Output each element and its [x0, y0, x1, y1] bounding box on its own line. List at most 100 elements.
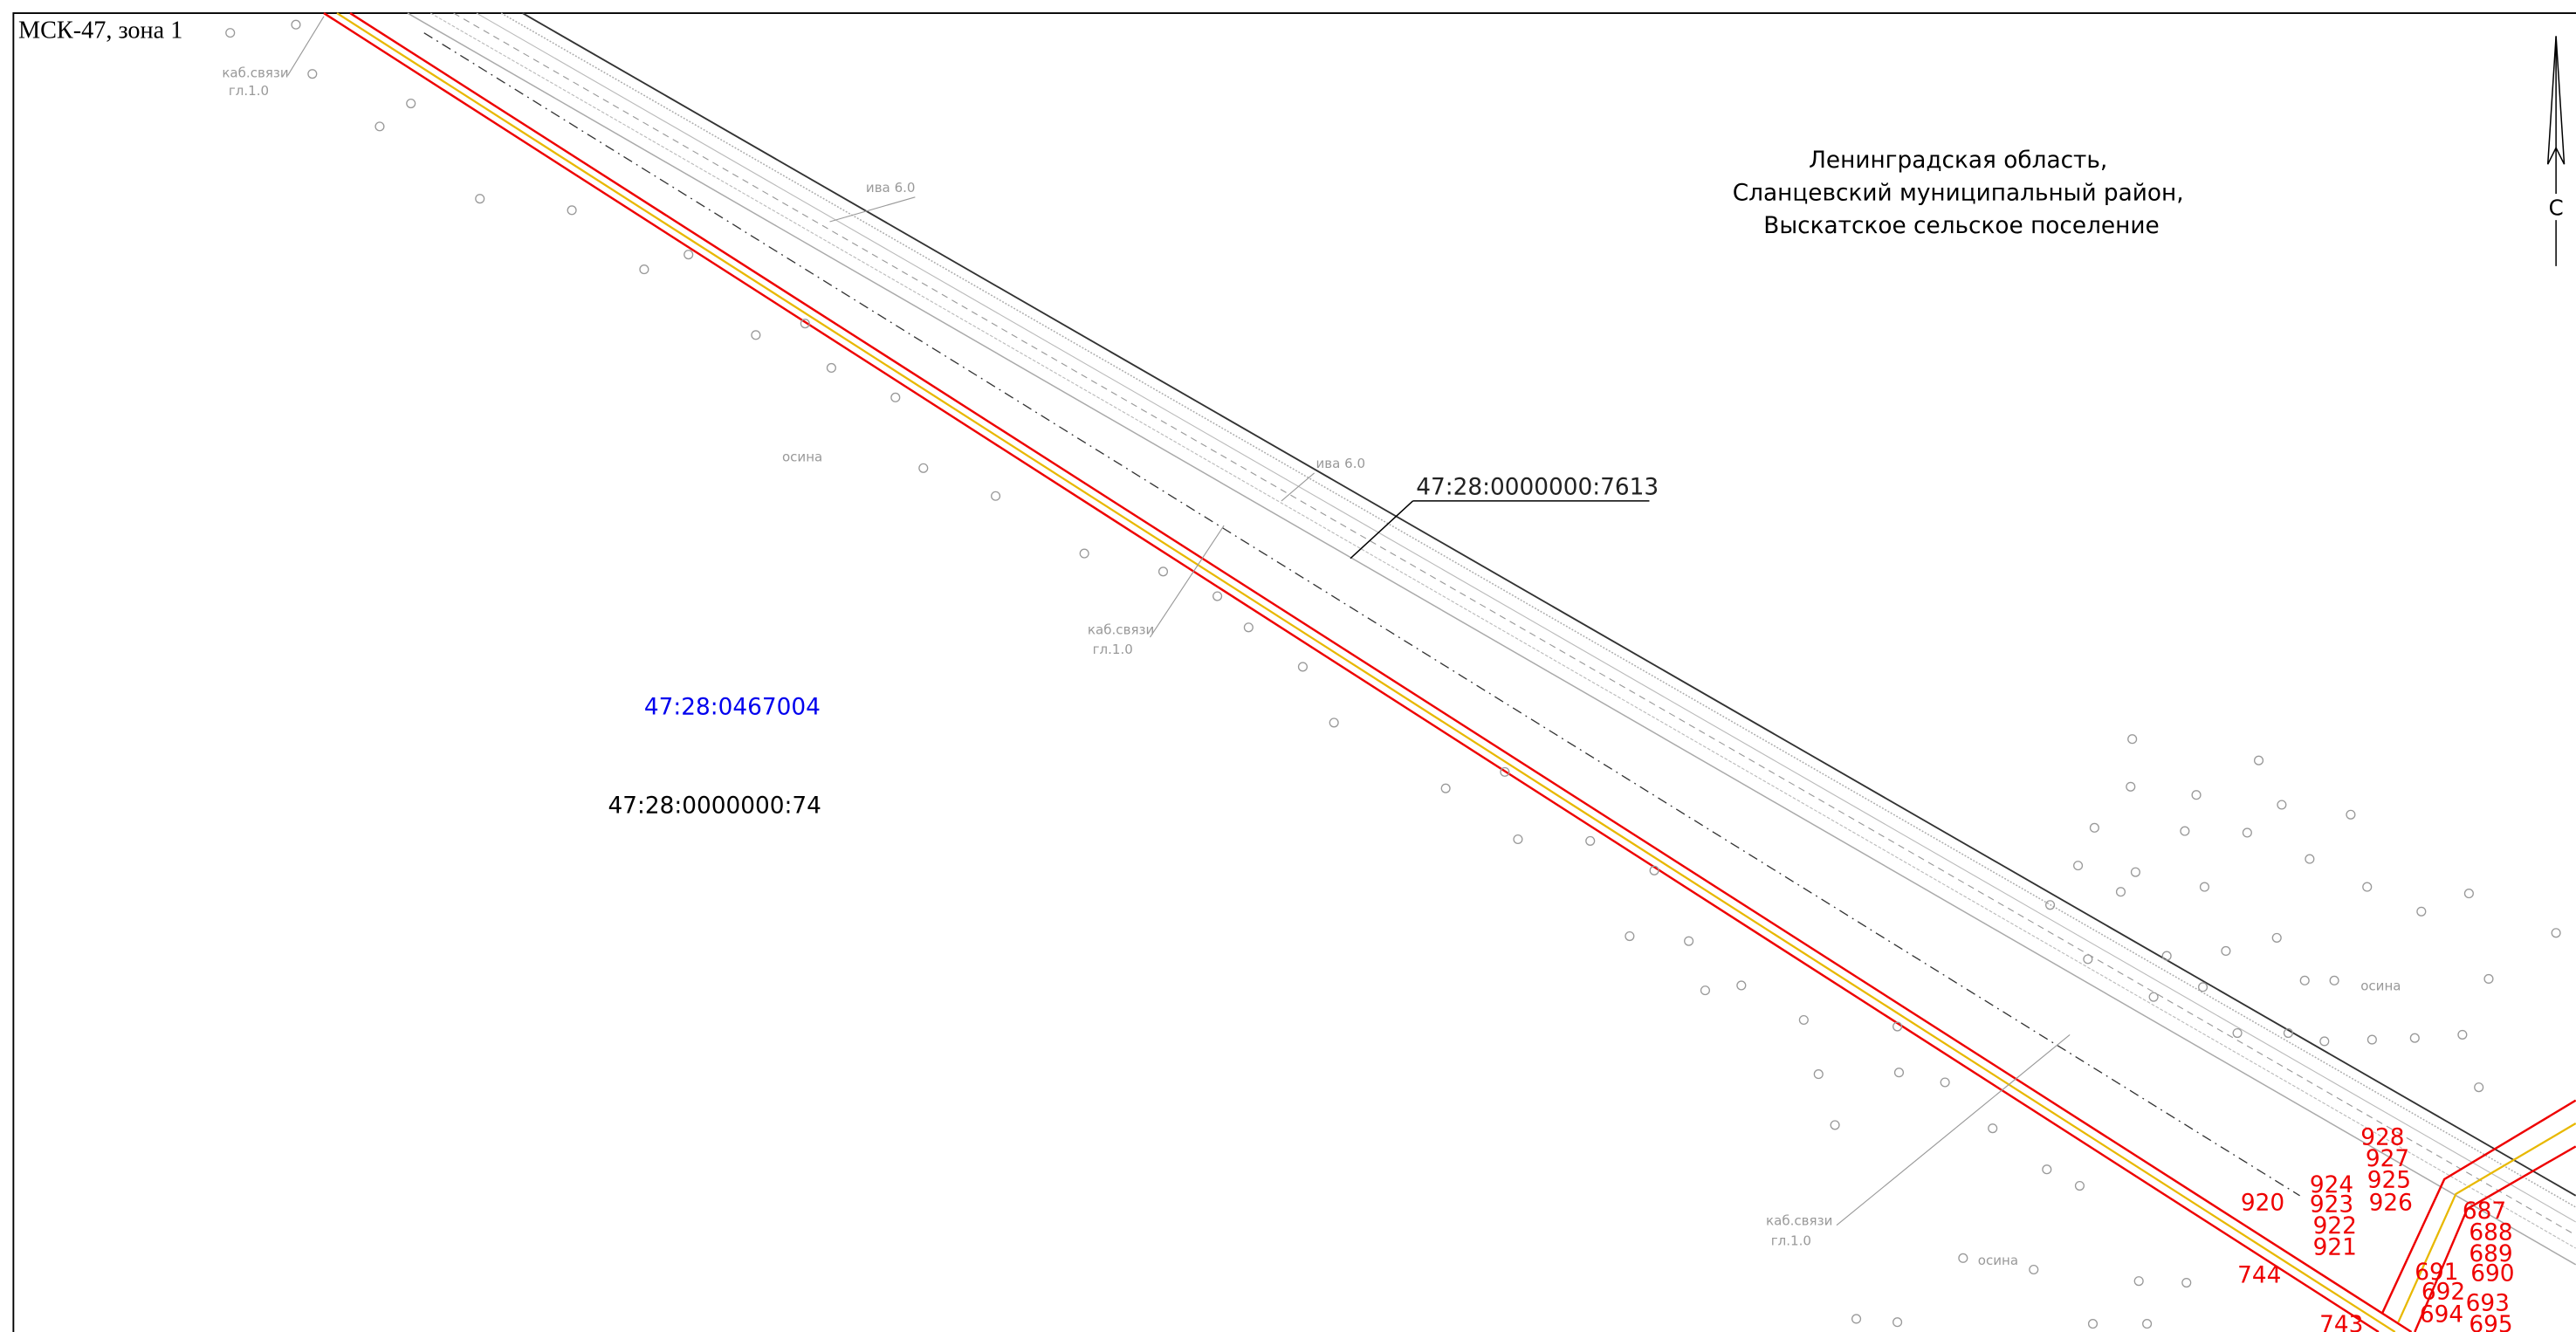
tree-symbol	[2181, 827, 2189, 835]
north-label: С	[2549, 195, 2564, 220]
tree-symbol	[2089, 1320, 2098, 1329]
region-line: Ленинградская область,	[1809, 148, 2107, 174]
tree-symbol	[1080, 549, 1089, 558]
tree-symbol	[308, 70, 317, 79]
point-label: 926	[2369, 1191, 2413, 1217]
scatter-symbols	[226, 20, 2560, 1328]
tree-symbol	[2162, 951, 2171, 960]
tree-symbol	[1893, 1318, 1902, 1327]
tree-symbol	[2182, 1279, 2191, 1287]
parcel-number: 47:28:0000000:7613	[1416, 474, 1659, 500]
tree-symbol	[407, 100, 416, 108]
tree-symbol	[1959, 1253, 1968, 1262]
tree-symbol	[2484, 975, 2493, 984]
tree-symbol	[1799, 1016, 1808, 1025]
tree-symbol	[2255, 756, 2263, 765]
tree-symbol	[2090, 823, 2099, 832]
tree-symbol	[2346, 810, 2355, 819]
tree-symbol	[2143, 1320, 2152, 1329]
tree-symbol	[476, 195, 484, 203]
tree-symbol	[2074, 862, 2083, 870]
tree-symbol	[2458, 1031, 2467, 1040]
tree-symbol	[2043, 1165, 2051, 1174]
tree-symbol	[1701, 986, 1710, 995]
annotation: ива 6.0	[1315, 456, 1365, 471]
leader	[830, 197, 916, 222]
annotation: каб.связи	[222, 65, 288, 80]
tree-symbol	[1685, 937, 1693, 945]
point-label: 694	[2420, 1302, 2463, 1329]
tree-symbol	[640, 265, 649, 274]
boundary	[324, 13, 2576, 1332]
leader	[1350, 501, 1413, 559]
annotation: каб.связи	[1766, 1213, 1832, 1229]
annotation: осина	[1978, 1253, 2018, 1268]
tree-symbol	[1852, 1315, 1861, 1323]
annotation: осина	[782, 450, 822, 465]
tree-symbol	[2475, 1083, 2483, 1092]
tree-symbol	[1895, 1068, 1904, 1077]
tree-symbol	[1441, 784, 1450, 793]
tree-symbol	[2300, 976, 2309, 985]
tree-symbol	[1244, 623, 1253, 632]
tree-symbol	[2233, 1029, 2242, 1038]
tree-symbol	[2417, 907, 2426, 916]
leader	[1837, 1034, 2070, 1225]
tree-symbol	[2201, 882, 2209, 891]
leader	[288, 17, 324, 76]
tree-symbol	[1625, 932, 1634, 941]
parcel-number: 47:28:0000000:74	[608, 793, 821, 819]
tree-symbol	[1514, 835, 1522, 844]
tree-symbol	[2076, 1182, 2085, 1191]
tree-symbol	[684, 251, 693, 259]
tree-symbol	[2464, 889, 2473, 898]
tree-symbol	[2367, 1035, 2376, 1044]
tree-symbol	[1831, 1121, 1839, 1129]
leader	[1281, 473, 1315, 501]
tree-symbol	[292, 20, 300, 29]
tree-symbol	[2126, 782, 2135, 791]
north-arrow: С	[2545, 36, 2567, 265]
region-line: Выскатское сельское поселение	[1763, 213, 2159, 239]
tree-symbol	[1737, 981, 1746, 990]
point-label: 695	[2469, 1312, 2512, 1332]
annotation: ива 6.0	[866, 180, 916, 196]
annotation: гл.1.0	[1093, 642, 1133, 657]
tree-symbol	[2410, 1033, 2419, 1042]
tree-symbol	[2222, 947, 2230, 956]
tree-symbol	[891, 393, 900, 402]
tree-symbol	[2128, 735, 2137, 744]
tree-symbol	[1213, 592, 1222, 601]
tree-symbol	[828, 364, 836, 373]
tree-symbol	[2330, 976, 2339, 985]
quarter-number: 47:28:0467004	[644, 695, 821, 721]
tree-symbol	[2149, 992, 2158, 1001]
tree-symbol	[2320, 1037, 2329, 1046]
tree-symbol	[1989, 1124, 1997, 1133]
tree-symbol	[2084, 955, 2092, 964]
tree-symbol	[375, 122, 384, 131]
tree-symbol	[1941, 1078, 1949, 1087]
point-label: 920	[2241, 1191, 2284, 1217]
tree-symbol	[752, 331, 760, 340]
annotation: осина	[2360, 978, 2401, 994]
tree-symbol	[992, 491, 1000, 500]
tree-symbol	[1329, 718, 1338, 727]
tree-symbol	[1299, 663, 1308, 671]
tree-symbol	[2552, 929, 2560, 937]
points: 9289279259249269239229219207447436876886…	[2237, 1124, 2514, 1332]
annotation: гл.1.0	[1771, 1232, 1811, 1248]
coordinate-system: МСК-47, зона 1	[18, 17, 182, 44]
tree-symbol	[2132, 868, 2140, 876]
point-label: 744	[2237, 1263, 2281, 1289]
tree-symbol	[2363, 882, 2372, 891]
road	[408, 13, 2576, 1265]
tree-symbol	[2134, 1277, 2143, 1286]
tree-symbol	[2030, 1266, 2038, 1274]
tree-symbol	[2243, 828, 2251, 837]
frame	[13, 13, 2576, 1332]
annotation: гл.1.0	[229, 83, 269, 99]
tree-symbol	[2305, 855, 2314, 863]
tree-symbol	[226, 29, 235, 38]
point-label: 690	[2470, 1261, 2514, 1287]
